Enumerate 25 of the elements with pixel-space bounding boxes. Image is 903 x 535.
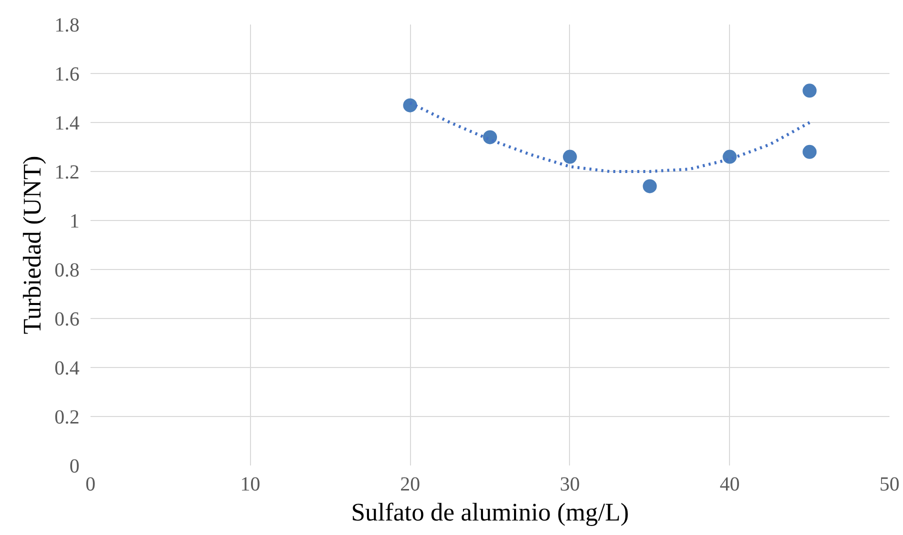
x-tick-label: 10 bbox=[240, 474, 260, 496]
x-tick-label: 0 bbox=[86, 474, 96, 496]
point bbox=[403, 98, 418, 112]
point bbox=[483, 130, 497, 144]
point bbox=[722, 150, 737, 164]
point bbox=[642, 179, 657, 194]
y-tick-label: 0.8 bbox=[54, 260, 80, 282]
y-tick-label: 0.2 bbox=[54, 406, 80, 428]
x-tick-label: 20 bbox=[400, 474, 420, 496]
y-tick-label: 1 bbox=[70, 210, 80, 232]
y-tick-label: 0.6 bbox=[54, 308, 80, 330]
y-tick-label: 1.6 bbox=[54, 64, 80, 86]
point bbox=[562, 150, 577, 164]
y-tick-label: 1.4 bbox=[54, 112, 80, 134]
x-tick-label: 40 bbox=[720, 474, 740, 496]
y-tick-label: 1.8 bbox=[54, 14, 80, 36]
x-tick-label: 50 bbox=[880, 474, 900, 496]
point bbox=[802, 84, 817, 98]
y-axis-title: Turbiedad (UNT) bbox=[18, 156, 46, 334]
x-tick-label: 30 bbox=[560, 474, 580, 496]
y-tick-label: 1.2 bbox=[54, 162, 80, 184]
point bbox=[802, 144, 817, 159]
y-tick-label: 0.4 bbox=[54, 358, 80, 380]
y-tick-label: 0 bbox=[70, 456, 80, 478]
x-axis-title: Sulfato de aluminio (mg/L) bbox=[351, 498, 629, 526]
